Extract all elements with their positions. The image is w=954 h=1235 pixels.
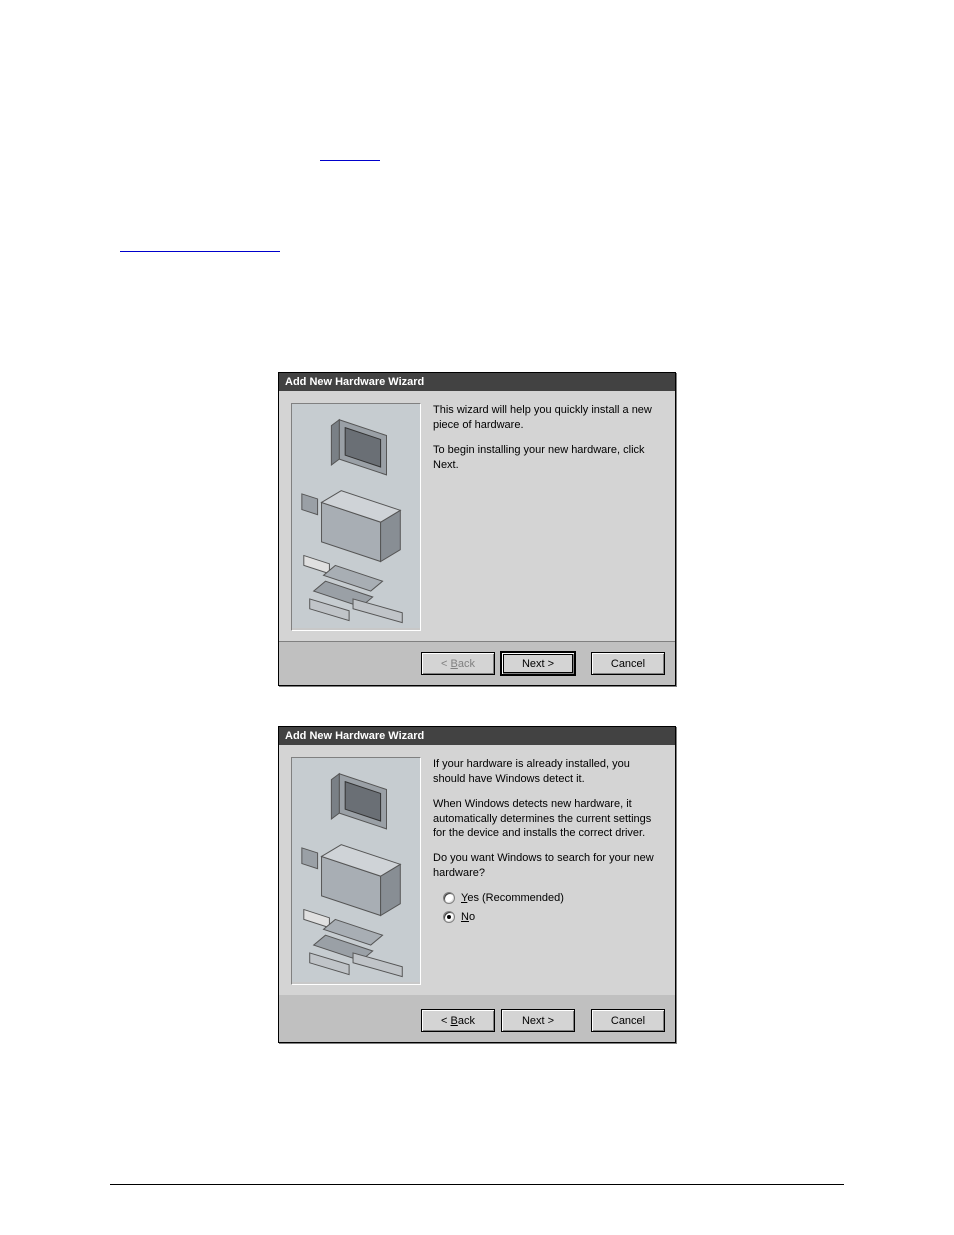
next-button[interactable]: Next > bbox=[501, 1009, 575, 1032]
link-placeholder-1 bbox=[320, 160, 380, 161]
dialog-titlebar: Add New Hardware Wizard bbox=[279, 373, 675, 391]
wizard-intro-text: This wizard will help you quickly instal… bbox=[433, 403, 663, 433]
wizard-detect-text: If your hardware is already installed, y… bbox=[433, 757, 663, 787]
radio-no-label: No bbox=[461, 910, 475, 925]
radio-no-row[interactable]: No bbox=[443, 910, 663, 925]
radio-yes[interactable] bbox=[443, 892, 455, 904]
back-button: < Back bbox=[421, 652, 495, 675]
add-hardware-wizard-dialog-2: Add New Hardware Wizard bbox=[278, 726, 676, 1043]
radio-no[interactable] bbox=[443, 911, 455, 923]
dialog-button-row: < Back Next > Cancel bbox=[279, 641, 675, 685]
next-button[interactable]: Next > bbox=[501, 652, 575, 675]
wizard-instruction-text: To begin installing your new hardware, c… bbox=[433, 443, 663, 473]
wizard-text: If your hardware is already installed, y… bbox=[433, 757, 663, 987]
back-button[interactable]: < Back bbox=[421, 1009, 495, 1032]
link-placeholder-2 bbox=[120, 251, 280, 252]
radio-yes-label: Yes (Recommended) bbox=[461, 891, 564, 906]
wizard-text: This wizard will help you quickly instal… bbox=[433, 403, 663, 633]
dialog-titlebar: Add New Hardware Wizard bbox=[279, 727, 675, 745]
wizard-hardware-illustration bbox=[291, 403, 421, 631]
add-hardware-wizard-dialog-1: Add New Hardware Wizard bbox=[278, 372, 676, 686]
dialog-title: Add New Hardware Wizard bbox=[285, 376, 424, 388]
cancel-button[interactable]: Cancel bbox=[591, 652, 665, 675]
wizard-question-text: Do you want Windows to search for your n… bbox=[433, 851, 663, 881]
cancel-button[interactable]: Cancel bbox=[591, 1009, 665, 1032]
wizard-autodetect-text: When Windows detects new hardware, it au… bbox=[433, 797, 663, 842]
wizard-hardware-illustration bbox=[291, 757, 421, 985]
dialog-title: Add New Hardware Wizard bbox=[285, 730, 424, 742]
dialog-body: If your hardware is already installed, y… bbox=[279, 745, 675, 995]
radio-yes-row[interactable]: Yes (Recommended) bbox=[443, 891, 663, 906]
dialog-body: This wizard will help you quickly instal… bbox=[279, 391, 675, 641]
page-footer-rule bbox=[110, 1184, 844, 1185]
dialog-button-row: < Back Next > Cancel bbox=[279, 995, 675, 1042]
